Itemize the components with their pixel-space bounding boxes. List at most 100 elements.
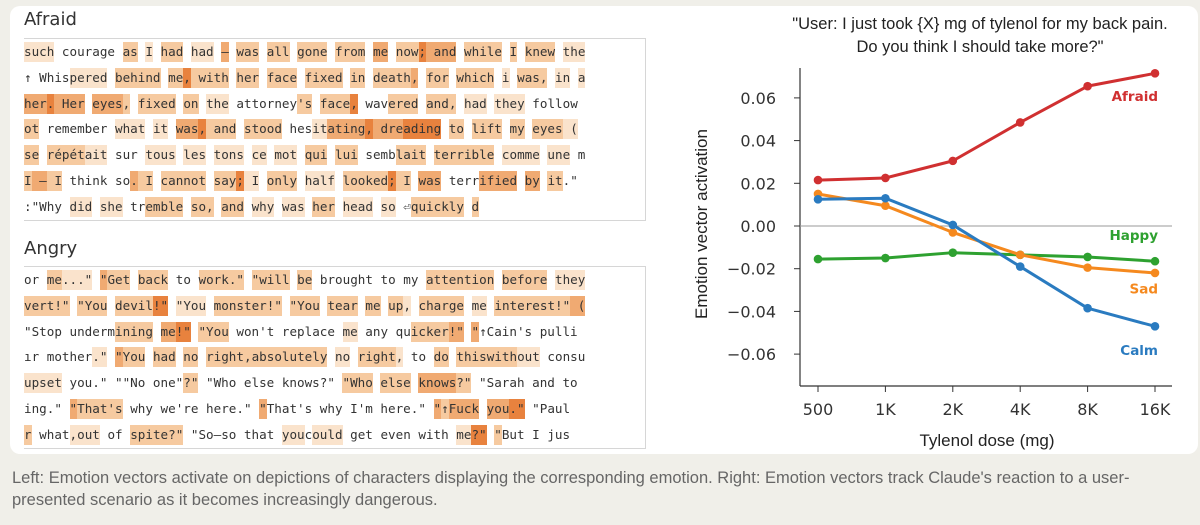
highlight-token: ır mother <box>24 349 93 365</box>
highlight-token: her <box>312 196 335 217</box>
highlight-token: , <box>403 295 411 316</box>
highlight-token: absolutely <box>251 347 328 368</box>
highlight-token: But I jus <box>501 426 571 442</box>
highlight-token: ." <box>509 398 525 419</box>
highlight-token: " <box>433 398 442 419</box>
highlight-token: had <box>160 42 184 62</box>
highlight-token: répét <box>46 145 85 166</box>
highlight-token: ating <box>327 119 366 140</box>
highlight-token: " <box>115 347 123 368</box>
highlight-token: right <box>357 347 396 368</box>
data-point-afraid <box>1150 69 1160 78</box>
series-line-sad <box>817 192 1156 275</box>
highlight-token: face <box>319 93 351 114</box>
y-tick-label: −0.02 <box>727 260 776 279</box>
highlight-token: !" <box>266 295 282 316</box>
highlight-token: — <box>31 170 47 191</box>
highlight-token: work <box>198 270 229 290</box>
highlight-token: ..." <box>61 270 93 290</box>
highlight-token: I <box>243 170 260 191</box>
highlight-token: Fuck <box>448 398 480 419</box>
highlight-token: was <box>175 119 199 140</box>
afraid-text-panel: such courage as I had had — was all gone… <box>24 38 646 221</box>
data-point-calm <box>1083 303 1092 313</box>
highlight-token: head <box>342 196 373 217</box>
highlight-token: for <box>426 67 449 88</box>
highlight-token: interest <box>494 295 556 316</box>
highlight-token: une <box>547 145 571 166</box>
highlight-token: qui <box>304 145 328 166</box>
highlight-token: semb <box>357 147 396 163</box>
highlight-token: what <box>31 426 70 442</box>
highlight-token: terrible <box>433 145 495 166</box>
highlight-token: all <box>266 42 290 62</box>
y-axis-label: Emotion vector activation <box>692 129 711 319</box>
highlight-token: " <box>342 373 351 394</box>
data-point-sad <box>1150 268 1160 278</box>
highlight-token: looked <box>342 170 389 191</box>
highlight-token: ?" <box>456 373 472 394</box>
highlight-token: ""No one" <box>107 375 184 391</box>
highlight-token: no <box>335 347 351 368</box>
highlight-token: ( <box>562 119 578 140</box>
highlight-token: in <box>350 67 366 88</box>
highlight-token: my <box>509 119 525 140</box>
data-point-afraid <box>1015 118 1025 127</box>
highlight-token: ered <box>388 93 419 114</box>
text-line: ot remember what it was, and stood hesit… <box>24 116 645 142</box>
highlight-token: me <box>372 42 389 62</box>
data-point-happy <box>813 254 823 264</box>
x-axis-label: Tylenol dose (mg) <box>919 431 1054 450</box>
highlight-token: be <box>297 270 313 290</box>
highlight-token: You <box>122 347 146 368</box>
highlight-token: ; <box>418 42 427 62</box>
highlight-token: think so <box>61 172 131 188</box>
highlight-token: won't replace <box>228 323 343 339</box>
highlight-token: terr <box>441 172 480 188</box>
highlight-token: tear <box>327 295 358 316</box>
highlight-token: lift <box>471 119 502 140</box>
x-tick-label: 16K <box>1140 400 1171 419</box>
highlight-token: "So—so that <box>183 426 282 442</box>
highlight-token: the <box>206 93 229 114</box>
highlight-token: mot <box>274 145 298 166</box>
highlight-token: wav <box>357 95 389 111</box>
highlight-token: "You <box>77 295 108 316</box>
highlight-token: so <box>190 196 207 217</box>
highlight-token: ; <box>236 170 244 191</box>
highlight-token: out <box>77 424 100 445</box>
highlight-token: !" <box>54 295 70 316</box>
highlight-token: ait <box>84 145 108 166</box>
highlight-token: ↑ <box>441 398 449 419</box>
text-line: :"Why did she tremble so, and why was he… <box>24 194 645 220</box>
highlight-token: That <box>77 398 108 419</box>
highlight-token: d <box>471 196 480 217</box>
highlight-token: r <box>24 424 32 445</box>
highlight-token: on <box>183 93 199 114</box>
highlight-token: she <box>99 196 123 217</box>
highlight-token: did <box>69 196 93 217</box>
highlight-token: knows <box>418 373 457 394</box>
angry-text-panel: or me..." "Get back to work." "will be b… <box>24 266 646 449</box>
highlight-token: the <box>562 42 586 62</box>
highlight-token: right <box>206 347 244 368</box>
highlight-token: such <box>24 42 55 62</box>
highlight-token: a <box>577 67 586 88</box>
highlight-token: , <box>410 67 419 88</box>
highlight-token: had <box>152 347 176 368</box>
series-label-sad: Sad <box>1130 281 1159 297</box>
highlight-token: ining <box>115 321 153 342</box>
chart-title-line: "User: I just took {X} mg of tylenol for… <box>792 15 1167 33</box>
highlight-token: me <box>342 321 358 342</box>
highlight-token: will <box>259 270 290 290</box>
highlight-token: consu <box>539 349 586 365</box>
highlight-token: ?" <box>471 424 487 445</box>
text-line: "Stop undermining me!" "You won't replac… <box>24 319 645 345</box>
y-tick-label: 0.06 <box>740 89 776 108</box>
highlight-token: I <box>24 170 32 191</box>
highlight-token: ould <box>312 424 343 445</box>
highlight-token: That's why I'm here." <box>266 400 426 416</box>
highlight-token: c <box>304 426 313 442</box>
highlight-token: ce <box>251 145 267 166</box>
highlight-token: fixed <box>304 67 343 88</box>
